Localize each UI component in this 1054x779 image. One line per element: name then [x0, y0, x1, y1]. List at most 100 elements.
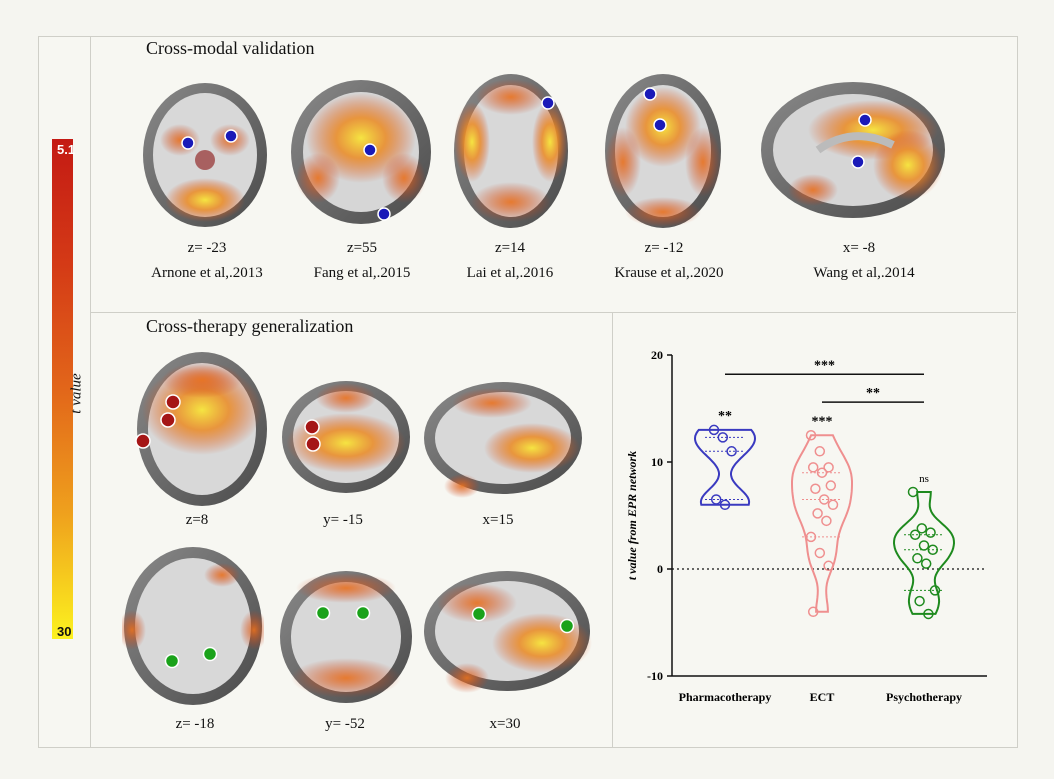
data-point	[923, 608, 934, 620]
data-point	[914, 595, 925, 607]
data-point	[920, 558, 932, 569]
data-point	[814, 446, 826, 457]
data-point	[818, 494, 830, 505]
brain-coronal-y-52	[280, 571, 412, 703]
marker-blue	[224, 129, 238, 143]
significance-ect: ***	[812, 414, 833, 429]
data-point	[925, 527, 936, 538]
divider-chart	[612, 312, 613, 747]
brain-sagittal-x30	[424, 571, 592, 693]
brain-axial-z55	[291, 80, 431, 224]
data-point	[823, 462, 834, 473]
bottom-section-title: Cross-therapy generalization	[146, 316, 354, 336]
citation-2: Fang et al,.2015	[313, 265, 411, 281]
slice-coord-4: z= -12	[644, 240, 684, 256]
violin-chart: -10 0 10 20 t value from EPR network Pharmaco…	[625, 348, 987, 704]
brain-axial-z8	[135, 352, 267, 506]
colorbar-title: t value	[68, 373, 85, 414]
x-tick-label-pharmacotherapy: Pharmacotherapy	[679, 690, 772, 704]
y-tick-label: -10	[647, 669, 663, 683]
marker-blue	[858, 113, 872, 127]
citation-1: Arnone et al,.2013	[151, 265, 263, 281]
data-point	[814, 547, 826, 559]
y-axis-label: t value from EPR network	[625, 451, 639, 580]
marker-red	[160, 412, 176, 428]
marker-red	[304, 419, 320, 435]
citation-4: Krause et al,.2020	[614, 265, 724, 281]
colorbar-max-label: 5.1	[57, 142, 76, 157]
data-point	[827, 499, 839, 511]
divider-middle	[90, 312, 1016, 313]
data-point	[821, 515, 832, 527]
brain-sagittal-x15	[424, 382, 582, 498]
slice-coord-b6: x=30	[489, 716, 521, 732]
top-section-title: Cross-modal validation	[146, 38, 315, 58]
significance-pharmacotherapy: **	[718, 409, 732, 424]
data-point	[825, 480, 837, 491]
brain-sagittal-x-8	[761, 82, 945, 218]
marker-blue	[377, 207, 391, 221]
y-tick-label: 20	[651, 348, 663, 362]
data-point	[929, 585, 941, 596]
data-point	[807, 462, 819, 473]
marker-blue	[851, 155, 865, 169]
brain-axial-z-12	[605, 74, 721, 228]
brain-axial-z-18	[122, 547, 264, 705]
comparison-label: ***	[814, 358, 835, 373]
marker-red	[305, 436, 321, 452]
data-point	[710, 494, 722, 505]
data-point	[909, 529, 921, 541]
marker-blue	[643, 87, 657, 101]
data-point	[927, 544, 939, 555]
slice-coord-b5: y= -52	[325, 716, 365, 732]
data-point	[805, 531, 817, 543]
violin-pharmacotherapy	[693, 428, 757, 506]
marker-blue	[653, 118, 667, 132]
marker-blue	[181, 136, 195, 150]
significance-psychotherapy: ns	[919, 473, 929, 485]
brain-axial-z14	[454, 74, 568, 228]
citation-3: Lai et al,.2016	[466, 265, 554, 281]
data-point	[812, 508, 823, 519]
data-point	[810, 483, 821, 494]
slice-coord-3: z=14	[494, 240, 526, 256]
y-tick-label: 0	[657, 562, 663, 576]
marker-blue	[541, 96, 555, 110]
marker-blue	[363, 143, 377, 157]
slice-coord-b3: x=15	[482, 512, 514, 528]
slice-coord-b1: z=8	[185, 512, 209, 528]
comparison-label: **	[866, 386, 880, 401]
slice-coord-1: z= -23	[187, 240, 227, 256]
data-point	[916, 523, 928, 534]
data-point	[912, 553, 923, 564]
marker-red	[135, 433, 151, 449]
colorbar-min-label: 30	[57, 624, 72, 639]
data-point	[807, 606, 819, 618]
marker-green	[355, 605, 371, 621]
violin-psychotherapy	[892, 491, 956, 615]
x-tick-label-ect: ECT	[810, 690, 835, 704]
brain-axial-z-23	[143, 83, 267, 227]
brain-coronal-y-15	[282, 381, 410, 493]
data-point	[708, 424, 720, 436]
divider-left	[90, 36, 91, 747]
slice-coord-5: x= -8	[842, 240, 876, 256]
slice-coord-2: z=55	[346, 240, 378, 256]
marker-green	[164, 653, 180, 669]
data-point	[816, 467, 828, 478]
data-point	[907, 486, 919, 498]
marker-green	[202, 646, 218, 662]
marker-green	[559, 618, 575, 634]
slice-coord-b4: z= -18	[175, 716, 215, 732]
data-point	[719, 499, 731, 511]
colorbar	[52, 139, 73, 639]
data-point	[717, 432, 729, 443]
citation-5: Wang et al,.2014	[813, 265, 915, 281]
data-point	[918, 540, 930, 551]
violin-ect	[791, 434, 853, 613]
y-tick-label: 10	[651, 455, 663, 469]
data-point	[823, 560, 834, 572]
marker-green	[471, 606, 487, 622]
x-tick-label-psychotherapy: Psychotherapy	[886, 690, 962, 704]
slice-coord-b2: y= -15	[323, 512, 363, 528]
